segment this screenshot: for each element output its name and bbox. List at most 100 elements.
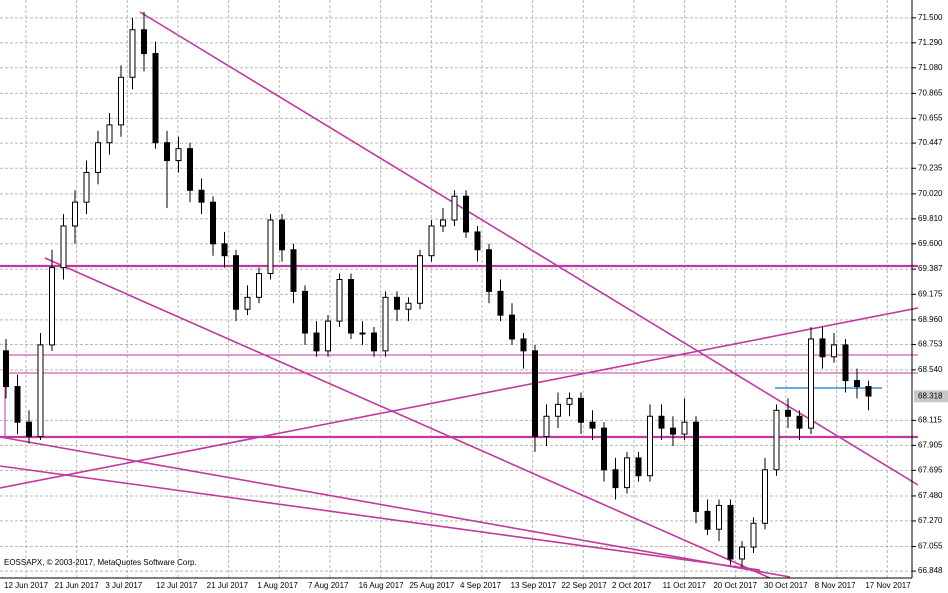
watermark: EOSSAPX, © 2003-2017, MetaQuotes Softwar… <box>4 558 197 567</box>
candle-body <box>463 195 469 233</box>
y-tick-label: 70.020 <box>918 189 943 198</box>
candle-body <box>49 267 55 346</box>
candle-body <box>831 344 837 358</box>
candle-body <box>635 457 642 477</box>
candle-body <box>624 457 630 489</box>
candle-body <box>325 320 331 352</box>
candle-body <box>681 421 688 435</box>
candle-body <box>359 332 366 335</box>
candle-body <box>336 278 343 322</box>
candle-body <box>865 386 872 397</box>
y-tick-label: 67.270 <box>918 516 943 525</box>
x-tick-label: 2 Oct 2017 <box>612 581 652 590</box>
y-tick-label: 70.235 <box>918 163 943 172</box>
x-tick-label: 11 Oct 2017 <box>663 581 707 590</box>
x-tick-label: 8 Nov 2017 <box>815 581 856 590</box>
x-tick-label: 30 Oct 2017 <box>764 581 808 590</box>
x-tick-label: 13 Sep 2017 <box>511 581 557 590</box>
y-tick-label: 68.960 <box>918 315 943 324</box>
x-tick-label: 25 Aug 2017 <box>409 581 454 590</box>
candle-body <box>658 415 665 429</box>
candle-body <box>394 296 400 310</box>
candle-body <box>175 148 182 162</box>
y-tick-label: 69.600 <box>918 239 943 248</box>
candle-body <box>187 148 193 191</box>
candle-body <box>279 219 285 251</box>
x-tick-label: 16 Aug 2017 <box>359 581 404 590</box>
candle-body <box>141 29 147 55</box>
candle-body <box>693 421 699 512</box>
y-tick-label: 71.290 <box>918 38 943 47</box>
candle-body <box>244 296 251 310</box>
x-tick-label: 4 Sep 2017 <box>460 581 501 590</box>
candle-body <box>716 504 722 530</box>
candle-body <box>60 225 67 269</box>
candle-body <box>221 243 228 257</box>
candle-body <box>739 546 745 560</box>
y-tick-label: 66.848 <box>918 566 943 575</box>
candle-body <box>819 338 826 358</box>
last-price-tag <box>914 390 948 403</box>
candle-body <box>474 231 481 251</box>
candle-body <box>382 296 389 352</box>
candle-body <box>647 415 653 477</box>
candle-body <box>486 249 492 292</box>
last-price-label: 68.318 <box>918 391 943 400</box>
candle-body <box>750 522 757 548</box>
candle-body <box>233 255 239 310</box>
candle-body <box>854 380 860 388</box>
y-tick-label: 67.055 <box>918 542 943 551</box>
candle-body <box>497 290 504 316</box>
candle-body <box>451 195 458 221</box>
candle-body <box>555 403 561 417</box>
candle-body <box>164 142 170 162</box>
x-tick-label: 3 Jul 2017 <box>105 581 142 590</box>
candle-body <box>302 290 308 334</box>
candle-body <box>198 189 205 203</box>
candle-body <box>26 421 32 437</box>
y-tick-label: 70.655 <box>918 113 943 122</box>
candle-body <box>509 314 515 340</box>
candle-body <box>670 427 676 435</box>
y-tick-label: 67.905 <box>918 441 943 450</box>
y-tick-label: 68.115 <box>918 416 942 425</box>
candle-body <box>543 415 550 437</box>
x-tick-label: 20 Oct 2017 <box>713 581 757 590</box>
candle-body <box>72 201 78 227</box>
trend-line <box>0 307 919 489</box>
candle-body <box>267 219 274 275</box>
trend-line <box>0 465 761 571</box>
y-tick-label: 70.865 <box>918 88 943 97</box>
candle-body <box>566 397 573 405</box>
y-tick-label: 69.175 <box>918 289 943 298</box>
candle-body <box>601 427 607 471</box>
x-tick-label: 17 Nov 2017 <box>865 581 911 590</box>
candle-body <box>785 409 791 417</box>
candle-body <box>210 201 216 245</box>
x-tick-label: 1 Aug 2017 <box>257 581 298 590</box>
candle-body <box>118 76 124 126</box>
candle-body <box>773 409 780 471</box>
candle-body <box>3 350 9 388</box>
candle-body <box>808 338 814 429</box>
candle-body <box>578 397 584 423</box>
candle-body <box>313 332 320 352</box>
candle-body <box>405 302 412 310</box>
candle-body <box>428 225 435 257</box>
candle-body <box>762 469 768 524</box>
x-tick-label: 7 Aug 2017 <box>308 581 349 590</box>
candle-body <box>612 469 619 489</box>
y-tick-label: 71.500 <box>918 13 943 22</box>
candle-body <box>106 124 113 144</box>
grid <box>0 0 912 578</box>
x-tick-label: 21 Jul 2017 <box>207 581 249 590</box>
trend-line <box>0 436 791 578</box>
y-tick-label: 70.447 <box>918 138 943 147</box>
y-tick-label: 69.387 <box>918 264 943 273</box>
candle-body <box>417 255 423 304</box>
trend-line <box>44 257 771 579</box>
candle-body <box>95 142 101 173</box>
candle-body <box>37 344 44 437</box>
